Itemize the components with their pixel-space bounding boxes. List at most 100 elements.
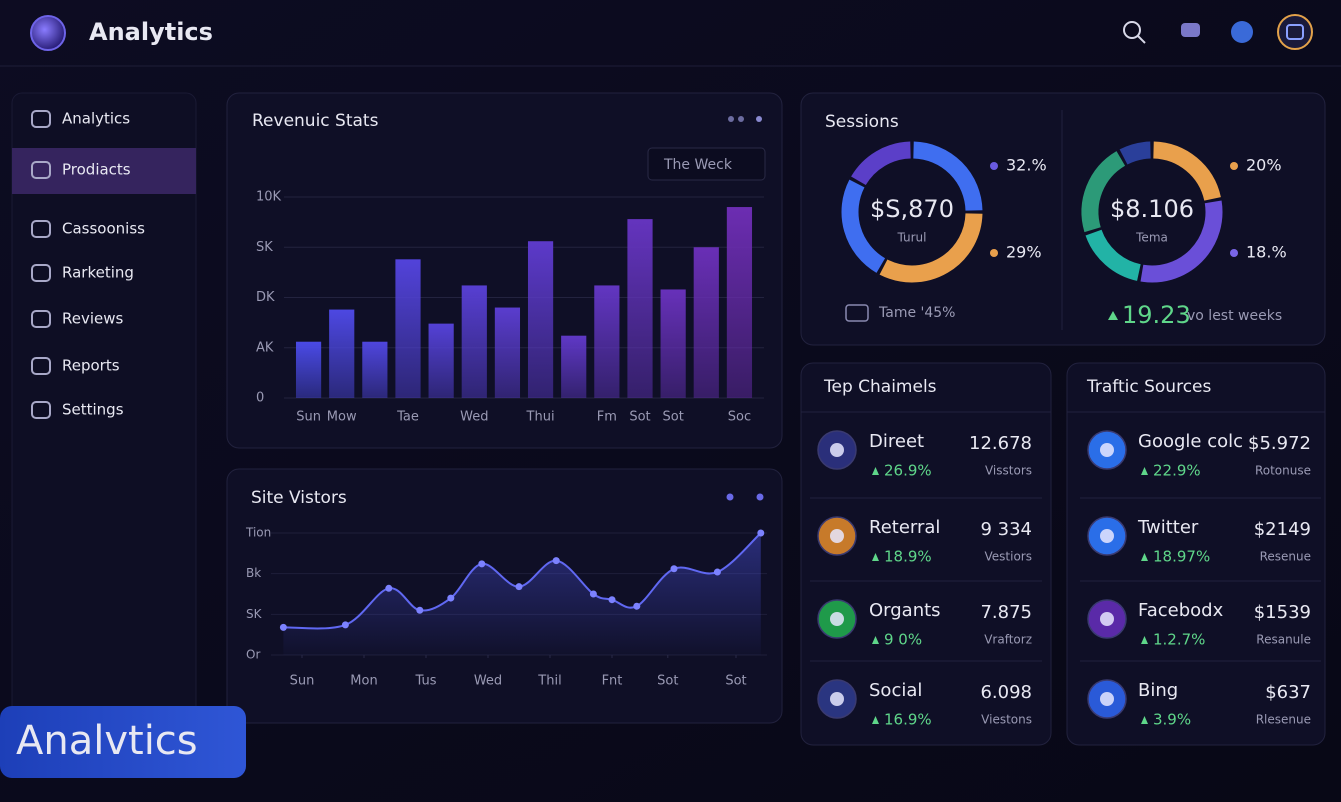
point xyxy=(608,596,616,604)
row-unit: Visstors xyxy=(985,464,1032,478)
bar xyxy=(561,335,587,398)
up-arrow xyxy=(1141,716,1148,724)
row-name: Twitter xyxy=(1137,517,1199,538)
bar xyxy=(494,307,521,398)
row-change: 16.9% xyxy=(884,711,932,729)
x-tick-label: Sun xyxy=(290,674,315,689)
bar xyxy=(362,341,388,398)
row-unit: Rotonuse xyxy=(1255,464,1311,478)
donut-segment xyxy=(879,213,983,283)
sidebar-item[interactable]: Reports xyxy=(62,357,120,375)
row-icon-glyph xyxy=(830,529,844,543)
row-change: 22.9% xyxy=(1153,462,1201,480)
x-tick-label: Fnt xyxy=(602,674,623,689)
header-title: Analytics xyxy=(89,18,213,46)
up-arrow xyxy=(872,716,879,724)
menu-dot xyxy=(756,116,762,122)
row-unit: Vestiors xyxy=(985,550,1032,564)
y-tick-label: Or xyxy=(246,648,260,662)
notifications-icon[interactable] xyxy=(1231,21,1253,43)
sessions-footer-left: Tame '45% xyxy=(878,305,955,321)
x-tick-label: Wed xyxy=(474,674,502,689)
donut-callout: 32.% xyxy=(1006,156,1047,175)
sidebar-icon xyxy=(31,401,51,419)
donut-value: $8.106 xyxy=(1110,195,1194,223)
sidebar-item[interactable]: Prodiacts xyxy=(62,161,131,179)
donut-value: $S,870 xyxy=(870,195,954,223)
up-arrow xyxy=(1141,636,1148,644)
row-unit: Viestons xyxy=(981,713,1032,727)
row-name: Facebodx xyxy=(1138,600,1224,621)
callout-dot xyxy=(990,162,998,170)
bar xyxy=(461,285,487,398)
revenue-title: Revenuic Stats xyxy=(252,111,379,131)
y-tick-label: SK xyxy=(246,607,263,621)
badge xyxy=(0,706,246,778)
point xyxy=(589,590,597,598)
channels-title: Tep Chaimels xyxy=(823,377,937,397)
visitors-title: Site Vistors xyxy=(251,488,347,508)
bar xyxy=(527,241,554,398)
x-tick-label: Sot xyxy=(725,674,746,689)
donut-segment xyxy=(912,141,983,212)
row-icon-glyph xyxy=(1100,612,1114,626)
sidebar-item[interactable]: Reviews xyxy=(62,310,124,328)
point xyxy=(478,560,486,568)
sessions-title: Sessions xyxy=(825,112,899,132)
traffic-card xyxy=(1066,362,1326,746)
x-tick-label: Mow xyxy=(327,410,357,425)
x-tick-label: Soc xyxy=(728,410,751,425)
row-value: $1539 xyxy=(1254,602,1311,623)
row-change: 1.2.7% xyxy=(1153,631,1205,649)
row-value: 7.875 xyxy=(980,602,1032,623)
filter-dropdown[interactable] xyxy=(647,147,766,181)
y-tick-label: Bk xyxy=(246,566,261,580)
search-icon[interactable] xyxy=(1123,21,1146,44)
point xyxy=(713,568,721,576)
point xyxy=(341,621,349,629)
x-tick-label: Tus xyxy=(415,674,437,689)
x-tick-label: Mon xyxy=(350,674,377,689)
menu-dot xyxy=(756,493,764,501)
row-value: 6.098 xyxy=(980,682,1032,703)
donut-segment xyxy=(1085,229,1142,281)
x-tick-label: Sot xyxy=(657,674,678,689)
row-name: Bing xyxy=(1138,680,1178,701)
sidebar-item[interactable]: Rarketing xyxy=(62,264,134,282)
x-tick-label: Tae xyxy=(396,410,419,425)
bar xyxy=(295,341,322,398)
sidebar-item[interactable]: Settings xyxy=(62,401,124,419)
row-icon-glyph xyxy=(830,692,844,706)
donut-segment xyxy=(1119,141,1152,165)
sidebar-active xyxy=(12,148,196,194)
messages-icon[interactable] xyxy=(1181,23,1200,37)
y-tick-label: SK xyxy=(256,240,273,255)
donut-segment xyxy=(841,179,886,273)
traffic-title: Traftic Sources xyxy=(1086,377,1212,397)
donut-label: Turul xyxy=(897,231,927,245)
y-tick-label: DK xyxy=(256,290,275,305)
sessions-note: vo lest weeks xyxy=(1187,308,1282,324)
row-value: $637 xyxy=(1265,682,1311,703)
donut-segment xyxy=(851,141,912,186)
x-tick-label: Sot xyxy=(629,410,650,425)
row-icon-glyph xyxy=(1100,443,1114,457)
up-arrow xyxy=(1141,467,1148,475)
avatar[interactable] xyxy=(1277,14,1313,50)
x-tick-label: Thil xyxy=(537,674,561,689)
sessions-footer-icon xyxy=(845,304,869,322)
sidebar-item[interactable]: Analytics xyxy=(62,110,130,128)
bar xyxy=(395,259,421,398)
y-tick-label: 10K xyxy=(256,190,282,205)
bar xyxy=(726,207,753,398)
row-unit: Resanule xyxy=(1256,633,1311,647)
point xyxy=(757,529,765,537)
up-arrow xyxy=(872,636,879,644)
callout-dot xyxy=(990,249,998,257)
row-change: 3.9% xyxy=(1153,711,1191,729)
menu-dot xyxy=(728,116,734,122)
row-unit: Vraftorz xyxy=(984,633,1032,647)
sidebar-item[interactable]: Cassooniss xyxy=(62,220,145,238)
point xyxy=(416,606,424,614)
